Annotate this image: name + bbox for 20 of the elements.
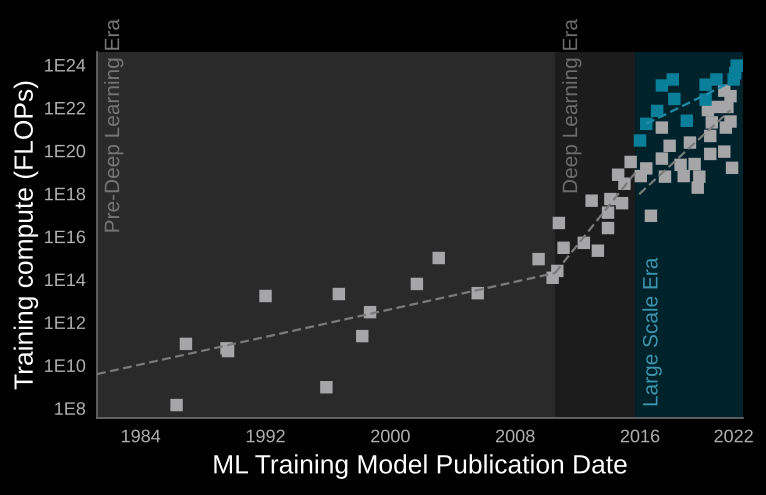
- y-tick-label: 1E10: [45, 359, 86, 372]
- y-tick-label: 1E20: [45, 144, 86, 158]
- x-tick-label: 1992: [246, 430, 285, 442]
- x-tick-label: 2016: [620, 430, 660, 442]
- y-tick-label: 1E24: [45, 58, 86, 72]
- x-tick-label: 2000: [371, 430, 410, 442]
- x-tick-label: 1984: [122, 430, 160, 442]
- band-label: Pre-Deep Learning Era: [104, 19, 124, 232]
- y-tick-label: 1E12: [45, 316, 85, 329]
- y-tick-label: 1E8: [55, 402, 86, 415]
- y-tick-label: 1E22: [45, 102, 85, 114]
- y-axis-title: Training compute (FLOPs): [14, 82, 38, 390]
- band-label: Large Scale Era: [642, 258, 662, 406]
- y-tick-label: 1E14: [45, 274, 86, 286]
- x-tick-label: 2008: [496, 430, 534, 442]
- y-tick-label: 1E18: [45, 188, 86, 200]
- y-tick-label: 1E16: [45, 230, 86, 244]
- x-axis-title: ML Training Model Publication Date: [214, 454, 627, 479]
- band-label: Deep Learning Era: [562, 19, 582, 192]
- x-tick-label: 2022: [714, 430, 753, 442]
